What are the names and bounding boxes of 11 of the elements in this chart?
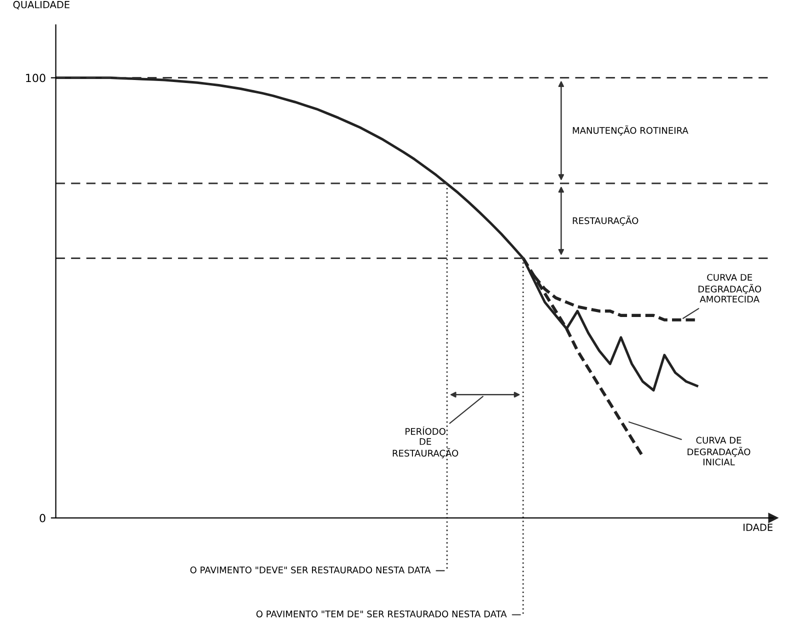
- y-tick-label: 100: [26, 74, 46, 82]
- annotation: CURVA DE DEGRADAÇÃO INICIAL: [688, 436, 750, 466]
- x-axis-title: IDADE: [744, 524, 772, 531]
- text: O PAVIMENTO "TEM DE" SER RESTAURADO NESTA DATA: [256, 610, 507, 618]
- annotation: MANUTENÇÃO ROTINEIRA: [572, 125, 688, 136]
- annotation: RESTAURAÇÃO: [572, 216, 638, 226]
- annotation: PERÍODO DE RESTAURAÇÃO: [392, 426, 458, 458]
- text: O PAVIMENTO "DEVE" SER RESTAURADO NESTA DATA: [190, 566, 431, 574]
- y-axis-title: QUALIDADE: [13, 0, 70, 10]
- y-tick-label: 0: [40, 514, 46, 522]
- annotation: CURVA DE DEGRADAÇÃO AMORTECIDA: [698, 274, 762, 303]
